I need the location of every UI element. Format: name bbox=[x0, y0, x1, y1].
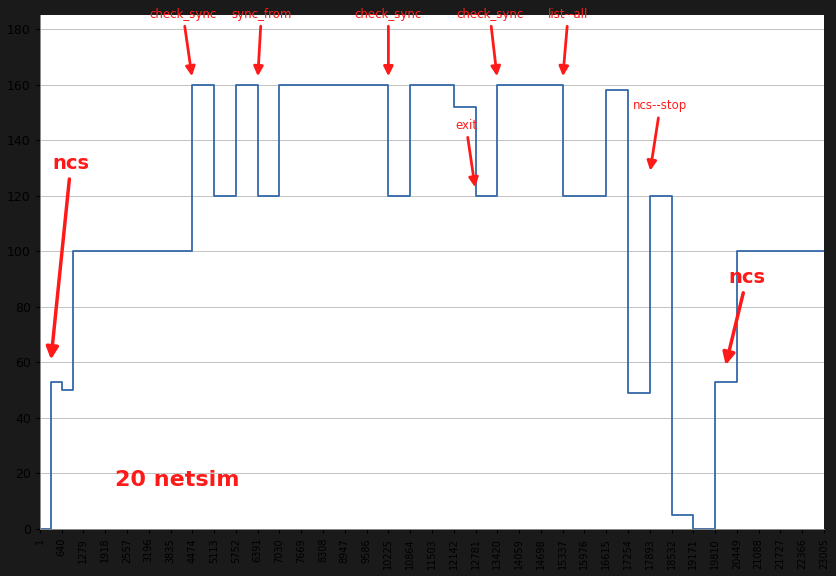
Text: ncs: ncs bbox=[724, 268, 766, 361]
Text: sync_from: sync_from bbox=[232, 7, 292, 73]
Text: list--all: list--all bbox=[548, 7, 589, 73]
Text: check_sync: check_sync bbox=[456, 7, 523, 73]
Text: exit: exit bbox=[455, 119, 477, 184]
Text: ncs--stop: ncs--stop bbox=[633, 99, 687, 168]
Text: 20 netsim: 20 netsim bbox=[115, 470, 239, 490]
Text: check_sync: check_sync bbox=[150, 7, 217, 73]
Text: check_sync: check_sync bbox=[354, 7, 422, 73]
Text: ncs: ncs bbox=[48, 154, 89, 355]
